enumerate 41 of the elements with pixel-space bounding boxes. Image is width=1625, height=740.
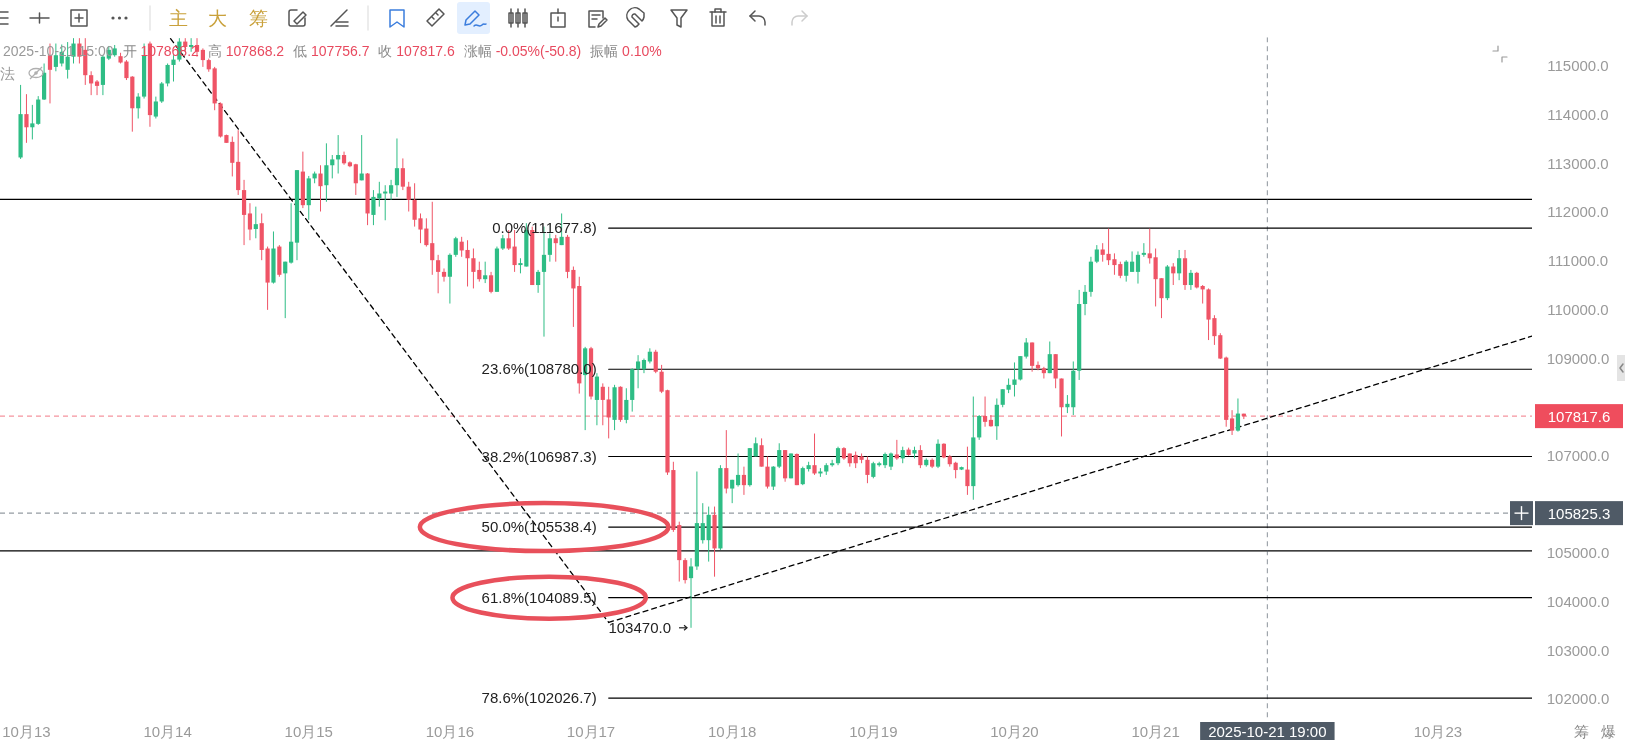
- annotation: 低 107756.7: [293, 43, 370, 59]
- y-tick-label: 104000.0: [1546, 593, 1610, 610]
- y-tick-label: 115000.0: [1547, 57, 1609, 75]
- x-tick-label: 10月14: [143, 723, 192, 740]
- text: 筹: [1573, 723, 1589, 740]
- x-tick-label: 10月15: [284, 723, 333, 740]
- y-tick-label: 107000.0: [1546, 446, 1610, 464]
- series-label: 50.0%(105538.4): [481, 518, 597, 536]
- annotation: 涨幅 -0.05%(-50.8): [463, 43, 582, 59]
- y-tick-label: 105000.0: [1546, 544, 1610, 562]
- annotation: 振幅 0.10%: [590, 43, 662, 59]
- x-tick-label: 10月13: [2, 723, 51, 740]
- series-label: 38.2%(106987.3): [481, 447, 597, 465]
- x-tick-label: 10月20: [990, 723, 1039, 740]
- y-tick-label: 111000.0: [1547, 252, 1609, 270]
- text: 爆: [1600, 723, 1616, 740]
- text: 大: [207, 8, 227, 29]
- x-tick-label: 10月23: [1413, 723, 1463, 740]
- x-tick-label: 10月21: [1131, 723, 1180, 740]
- x-tick-label: 10月17: [566, 723, 616, 740]
- text: 主: [168, 8, 188, 29]
- x-tick-label: 10月16: [425, 723, 475, 740]
- y-tick-label: 109000.0: [1546, 349, 1610, 367]
- series-label: 78.6%(102026.7): [481, 689, 597, 707]
- x-tick-label: 10月18: [708, 723, 757, 740]
- series-label: 61.8%(104089.5): [481, 588, 597, 606]
- annotation: 高 107868.2: [207, 43, 285, 59]
- y-tick-label: 114000.0: [1547, 106, 1609, 124]
- y-tick-label: 112000.0: [1547, 203, 1609, 221]
- ref-line-label: 107817.6: [1547, 407, 1611, 425]
- y-tick-label: 103000.0: [1546, 641, 1610, 659]
- annotation: 收 107817.6: [378, 43, 455, 59]
- text: 筹: [248, 8, 268, 29]
- x-tick-label: 10月19: [849, 723, 898, 740]
- y-tick-label: 113000.0: [1547, 154, 1609, 172]
- ref-line-label: 105825.3: [1547, 504, 1611, 522]
- annotation: 103470.0: [608, 618, 672, 636]
- y-tick-label: 102000.0: [1546, 690, 1610, 708]
- y-tick-label: 110000.0: [1547, 300, 1609, 318]
- annotation: 法: [0, 65, 15, 82]
- ref-line-label: 2025-10-21 19:00: [1208, 722, 1327, 740]
